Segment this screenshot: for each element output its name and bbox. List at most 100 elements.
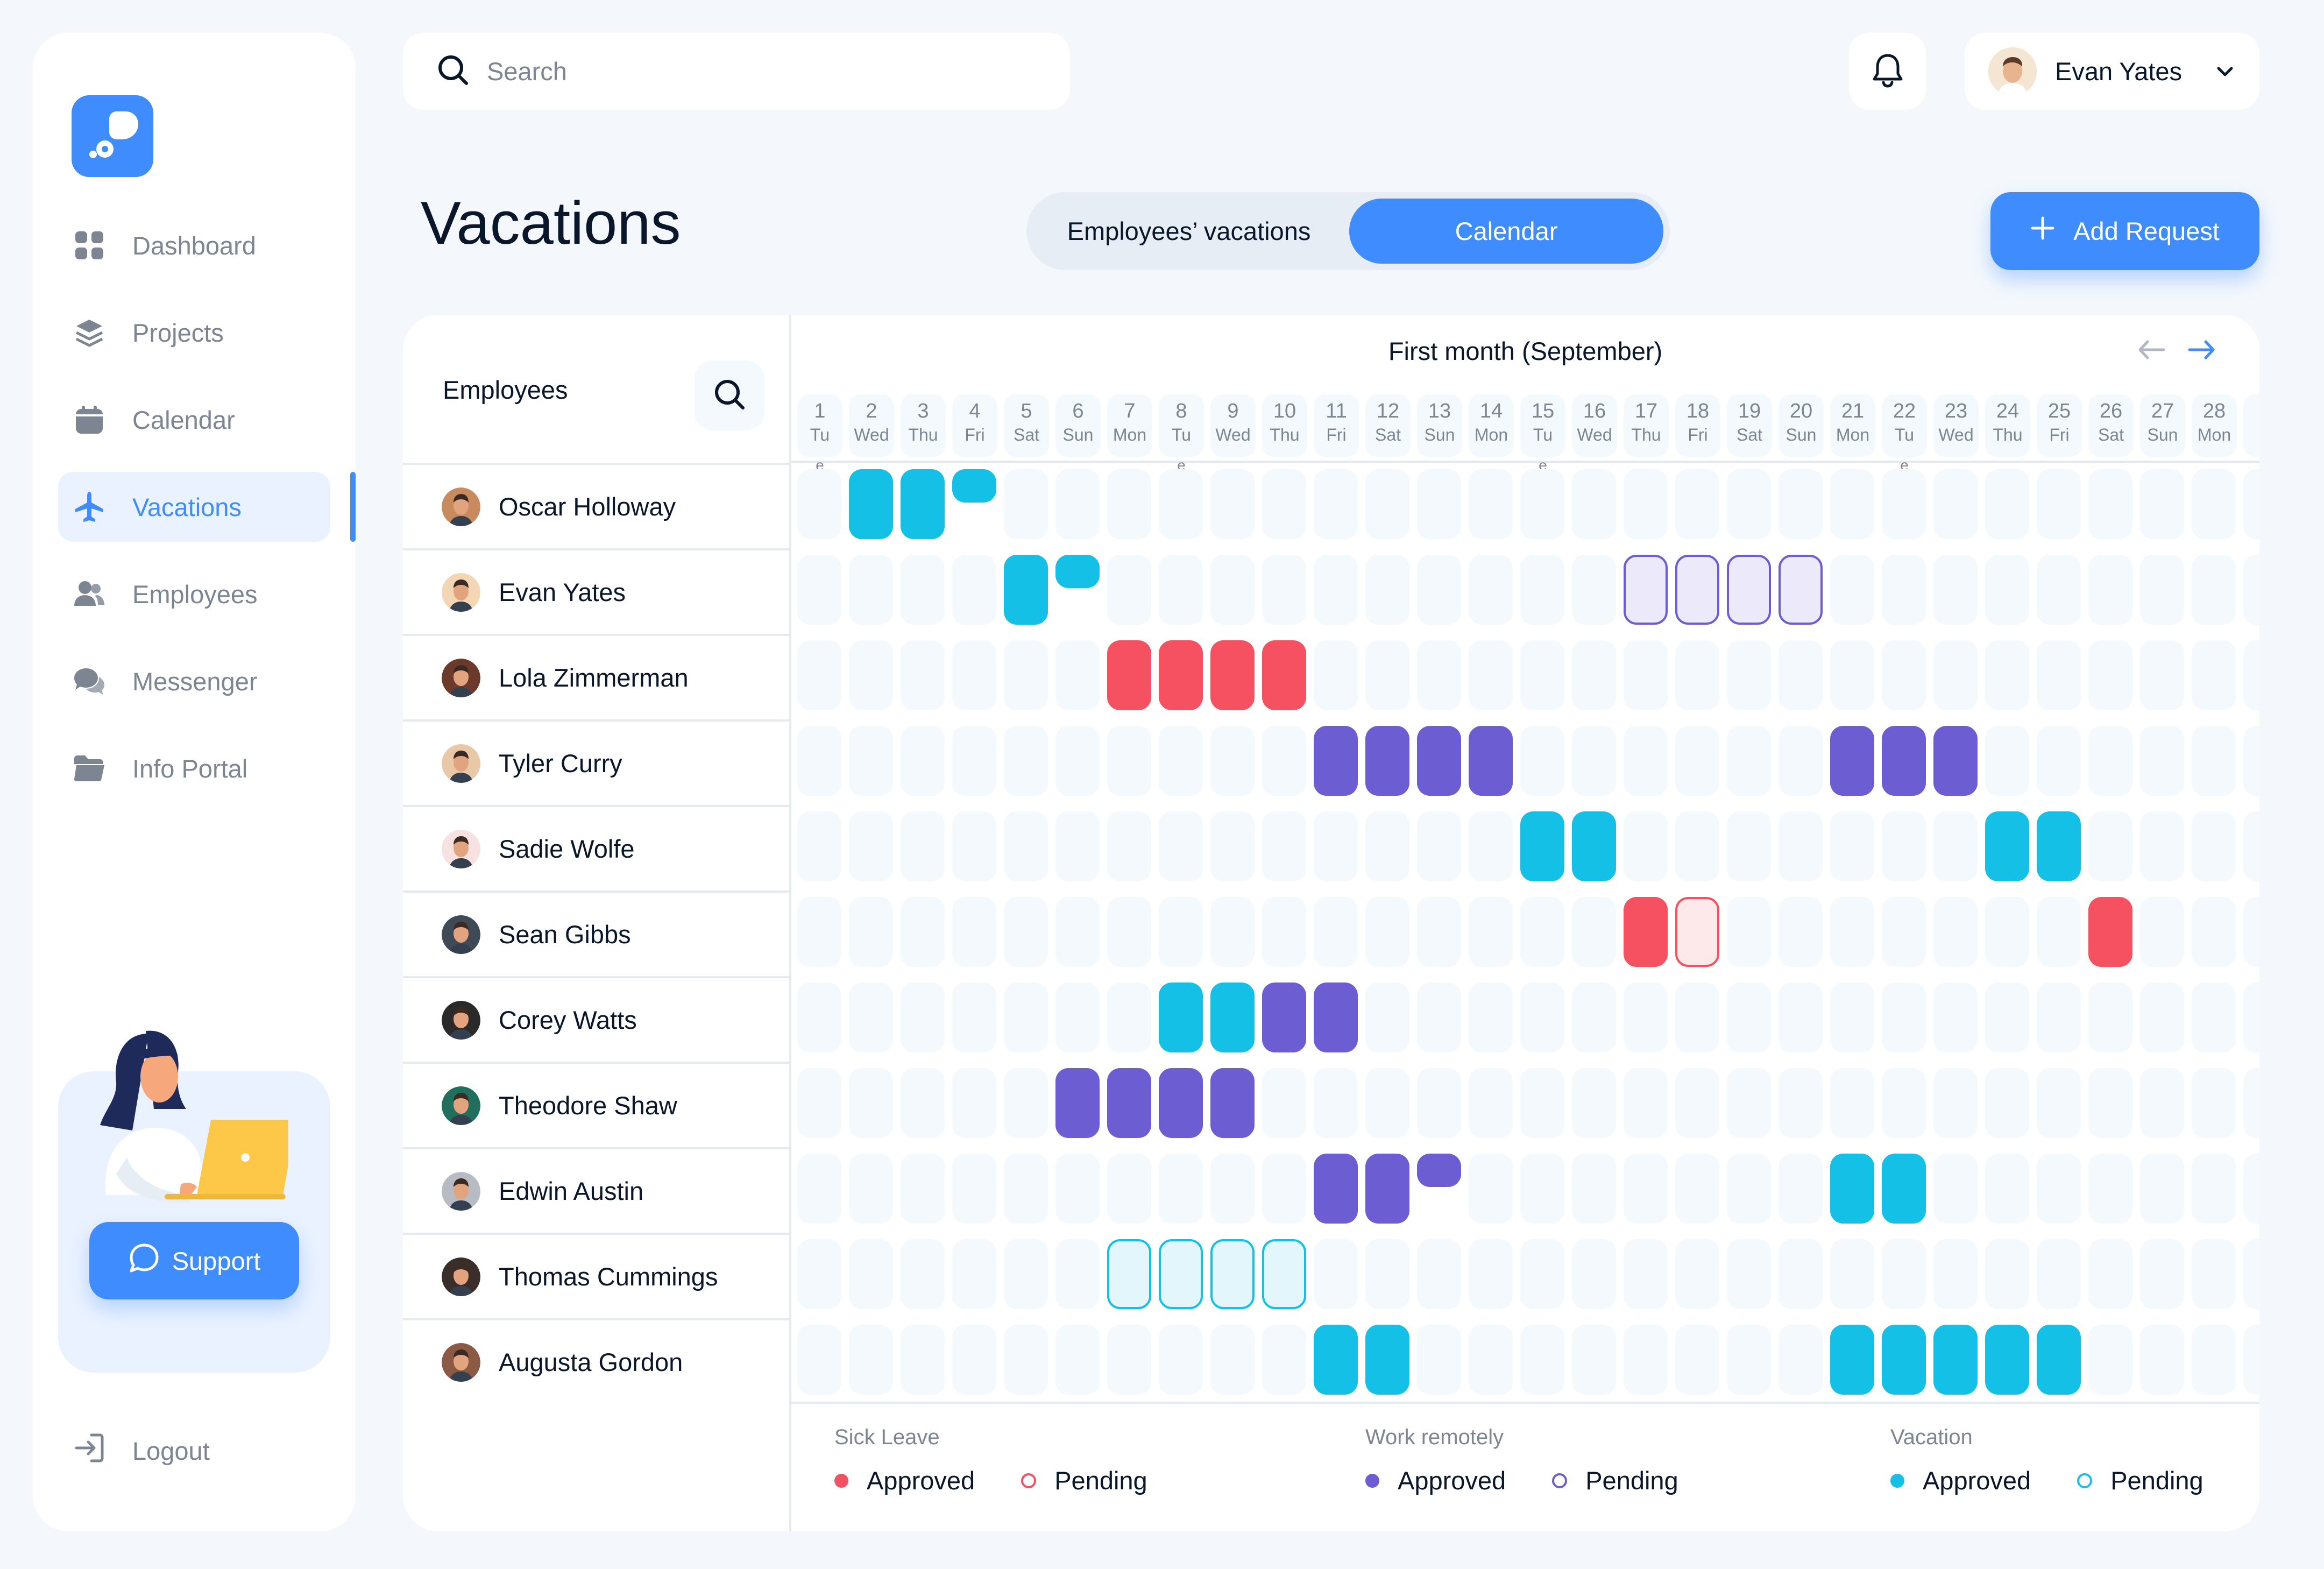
calendar-entry[interactable] <box>1262 640 1306 710</box>
calendar-cell[interactable] <box>2243 811 2259 881</box>
calendar-cell[interactable] <box>1004 1068 1048 1138</box>
calendar-entry[interactable] <box>2088 897 2132 967</box>
calendar-cell[interactable] <box>1210 726 1255 796</box>
calendar-cell[interactable] <box>1882 811 1926 881</box>
calendar-cell[interactable] <box>1004 897 1048 967</box>
calendar-entry[interactable] <box>1159 983 1203 1052</box>
calendar-entry[interactable] <box>1107 1068 1151 1138</box>
calendar-cell[interactable] <box>2037 897 2081 967</box>
calendar-entry[interactable] <box>1933 1325 1978 1395</box>
calendar-entry[interactable] <box>2037 1325 2081 1395</box>
calendar-cell[interactable] <box>2088 555 2132 625</box>
calendar-cell[interactable] <box>901 1068 945 1138</box>
calendar-cell[interactable] <box>1417 1239 1461 1309</box>
calendar-cell[interactable] <box>1933 1068 1978 1138</box>
calendar-cell[interactable] <box>1055 983 1100 1052</box>
calendar-cell[interactable] <box>2140 469 2184 539</box>
calendar-cell[interactable] <box>901 1325 945 1395</box>
calendar-entry[interactable] <box>1882 726 1926 796</box>
calendar-entry[interactable] <box>1262 1239 1306 1309</box>
calendar-entry[interactable] <box>1882 1154 1926 1224</box>
calendar-cell[interactable] <box>952 811 996 881</box>
calendar-cell[interactable] <box>1004 1325 1048 1395</box>
calendar-cell[interactable] <box>849 1154 893 1224</box>
calendar-entry[interactable] <box>1004 555 1048 625</box>
calendar-entry[interactable] <box>1417 726 1461 796</box>
calendar-cell[interactable] <box>1572 1239 1616 1309</box>
calendar-entry[interactable] <box>1210 1068 1255 1138</box>
calendar-cell[interactable] <box>2088 983 2132 1052</box>
calendar-cell[interactable] <box>1107 811 1151 881</box>
calendar-entry[interactable] <box>1985 1325 2029 1395</box>
calendar-entry[interactable] <box>1727 555 1771 625</box>
calendar-cell[interactable] <box>2140 640 2184 710</box>
calendar-cell[interactable] <box>1107 897 1151 967</box>
calendar-cell[interactable] <box>1262 726 1306 796</box>
calendar-cell[interactable] <box>1262 1068 1306 1138</box>
calendar-entry[interactable] <box>1314 726 1358 796</box>
calendar-cell[interactable] <box>1107 1325 1151 1395</box>
calendar-cell[interactable] <box>2192 897 2236 967</box>
calendar-cell[interactable] <box>1469 1068 1513 1138</box>
calendar-cell[interactable] <box>1159 1325 1203 1395</box>
calendar-cell[interactable] <box>1675 1154 1719 1224</box>
calendar-cell[interactable] <box>1985 555 2029 625</box>
calendar-cell[interactable] <box>1572 726 1616 796</box>
calendar-cell[interactable] <box>1624 983 1668 1052</box>
sidebar-item-info-portal[interactable]: Info Portal <box>58 733 330 803</box>
calendar-cell[interactable] <box>2088 640 2132 710</box>
user-menu[interactable]: Evan Yates <box>1965 33 2259 110</box>
app-logo[interactable] <box>72 95 153 177</box>
sidebar-item-projects[interactable]: Projects <box>58 298 330 367</box>
calendar-entry[interactable] <box>1675 897 1719 967</box>
employee-row[interactable]: Tyler Curry <box>403 719 789 805</box>
calendar-cell[interactable] <box>1675 811 1719 881</box>
calendar-cell[interactable] <box>2140 897 2184 967</box>
calendar-cell[interactable] <box>1520 555 1564 625</box>
calendar-cell[interactable] <box>1314 897 1358 967</box>
calendar-cell[interactable] <box>2243 469 2259 539</box>
calendar-cell[interactable] <box>901 811 945 881</box>
calendar-cell[interactable] <box>1779 1068 1823 1138</box>
calendar-cell[interactable] <box>1727 640 1771 710</box>
calendar-cell[interactable] <box>2192 1239 2236 1309</box>
calendar-cell[interactable] <box>2088 1239 2132 1309</box>
calendar-cell[interactable] <box>1882 555 1926 625</box>
calendar-cell[interactable] <box>2243 1239 2259 1309</box>
calendar-entry[interactable] <box>2037 811 2081 881</box>
calendar-cell[interactable] <box>1933 897 1978 967</box>
calendar-cell[interactable] <box>849 897 893 967</box>
calendar-cell[interactable] <box>1727 726 1771 796</box>
calendar-cell[interactable] <box>797 1154 841 1224</box>
calendar-cell[interactable] <box>1985 1154 2029 1224</box>
calendar-cell[interactable] <box>901 983 945 1052</box>
calendar-cell[interactable] <box>2140 555 2184 625</box>
calendar-cell[interactable] <box>1520 897 1564 967</box>
calendar-cell[interactable] <box>901 726 945 796</box>
calendar-cell[interactable] <box>797 1325 841 1395</box>
arrow-left-icon[interactable] <box>2136 336 2168 366</box>
calendar-cell[interactable] <box>1830 1068 1874 1138</box>
logout-button[interactable]: Logout <box>73 1432 210 1470</box>
sidebar-item-vacations[interactable]: Vacations <box>58 472 356 542</box>
calendar-cell[interactable] <box>2037 469 2081 539</box>
calendar-cell[interactable] <box>1107 1154 1151 1224</box>
calendar-cell[interactable] <box>1314 1239 1358 1309</box>
calendar-cell[interactable] <box>849 640 893 710</box>
calendar-cell[interactable] <box>1004 983 1048 1052</box>
calendar-cell[interactable] <box>797 469 841 539</box>
calendar-cell[interactable] <box>2192 469 2236 539</box>
calendar-cell[interactable] <box>1469 1154 1513 1224</box>
calendar-cell[interactable] <box>1159 897 1203 967</box>
calendar-cell[interactable] <box>1985 640 2029 710</box>
calendar-cell[interactable] <box>1417 811 1461 881</box>
calendar-cell[interactable] <box>797 811 841 881</box>
calendar-cell[interactable] <box>849 1239 893 1309</box>
calendar-cell[interactable] <box>1159 555 1203 625</box>
calendar-cell[interactable] <box>797 897 841 967</box>
calendar-entry[interactable] <box>1365 726 1409 796</box>
calendar-cell[interactable] <box>1675 726 1719 796</box>
calendar-cell[interactable] <box>1159 469 1203 539</box>
calendar-cell[interactable] <box>2088 811 2132 881</box>
calendar-cell[interactable] <box>1675 1325 1719 1395</box>
